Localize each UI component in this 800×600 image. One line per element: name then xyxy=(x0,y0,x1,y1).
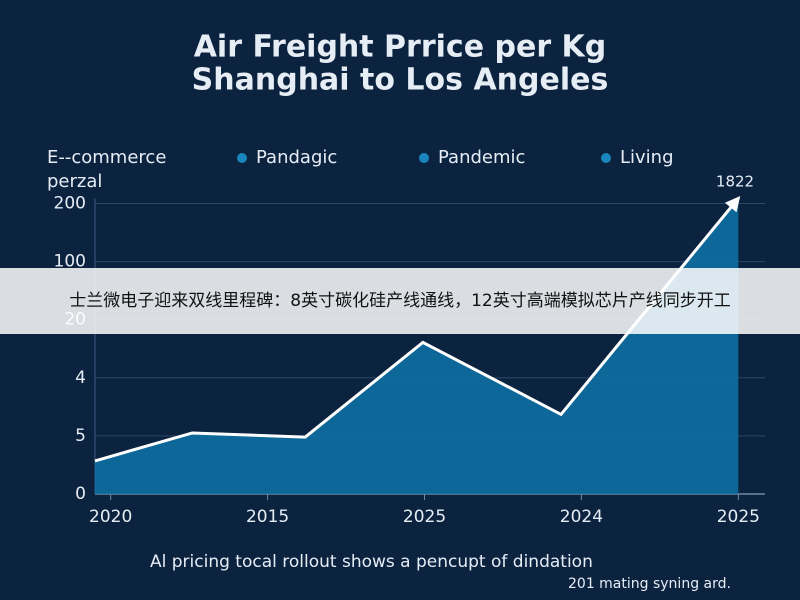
line xyxy=(94,195,741,463)
caption: Al pricing tocal rollout shows a pencupt… xyxy=(150,552,593,572)
y-axis-label: E--commerce xyxy=(47,147,166,168)
area xyxy=(95,198,739,494)
y-tick-label: 4 xyxy=(75,368,86,388)
legend-marker xyxy=(419,153,429,163)
banner xyxy=(0,268,800,334)
footnote: 201 mating syning ard. xyxy=(568,576,731,592)
y-tick-label: 0 xyxy=(75,484,86,504)
chart-subtitle: Shanghai to Los Angeles xyxy=(192,63,609,98)
legend-marker xyxy=(237,153,247,163)
x-tick-label: 2025 xyxy=(403,507,446,527)
x-tick-label: 2020 xyxy=(89,507,132,527)
y-tick-label: 5 xyxy=(75,426,86,446)
x-tick-label: 2024 xyxy=(560,507,603,527)
legend-label: Pandemic xyxy=(438,147,525,168)
annotation: 1822 xyxy=(716,173,754,191)
y-tick-label: 100 xyxy=(54,252,86,272)
y-axis-label: perzal xyxy=(47,171,102,192)
legend-label: Living xyxy=(620,147,674,168)
x-tick-label: 2025 xyxy=(717,507,760,527)
plot-area: 2001002045020202015202520242025PandagicP… xyxy=(54,147,765,527)
banner-text: 士兰微电子迎来双线里程碑：8英寸碳化硅产线通线，12英寸高端模拟芯片产线同步开工 xyxy=(69,291,730,311)
y-tick-label: 200 xyxy=(54,194,86,214)
x-tick-label: 2015 xyxy=(246,507,289,527)
legend-label: Pandagic xyxy=(256,147,337,168)
chart-title: Air Freight Prrice per Kg xyxy=(194,30,607,65)
legend-marker xyxy=(601,153,611,163)
